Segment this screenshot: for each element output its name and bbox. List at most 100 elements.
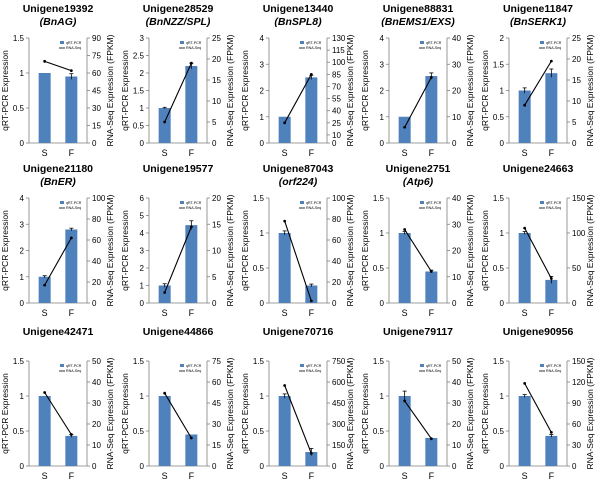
y-tick-label-right: 5 [572, 118, 577, 127]
y-tick-label-left: 1 [20, 69, 25, 78]
x-tick-label: F [429, 308, 435, 318]
y-tick-label-right: 0 [332, 139, 337, 148]
bar-qrt-pcr [185, 434, 198, 466]
x-tick-label: F [549, 148, 555, 158]
x-tick-label: F [69, 471, 75, 481]
x-tick-label: F [309, 148, 315, 158]
x-tick-label: S [402, 471, 408, 481]
y-tick-label-left: 1.5 [373, 357, 385, 366]
y-tick-label-left: 2 [380, 87, 385, 96]
legend-label-line: RNA-Seq [186, 206, 201, 210]
chart-panel: Unigene70716 0 0.5 1 1.5 0 150 300 450 600 750 qRT-… [240, 326, 355, 481]
legend-label-bar: qRT-PCR [306, 201, 322, 205]
y-tick-label-right: 10 [452, 273, 461, 282]
point-rna-seq [549, 59, 553, 63]
x-tick-label: F [69, 308, 75, 318]
legend-label-line: RNA-Seq [426, 369, 441, 373]
bar-qrt-pcr [38, 73, 51, 143]
bar-qrt-pcr [425, 76, 438, 143]
y-tick-label-right: 450 [332, 399, 346, 408]
point-rna-seq [403, 399, 407, 403]
y-tick-label-left: 1 [20, 273, 25, 282]
y-tick-label-left: 3 [260, 60, 265, 69]
y-tick-label-left: 1.5 [253, 194, 265, 203]
y-tick-label-right: 150 [572, 357, 586, 366]
legend-label-bar: qRT-PCR [426, 41, 442, 45]
y-tick-label-right: 70 [332, 82, 341, 91]
y-tick-label-right: 60 [212, 378, 221, 387]
y-tick-label-left: 0.5 [133, 122, 145, 131]
y-tick-label-right: 85 [332, 70, 341, 79]
legend-label-line: RNA-Seq [426, 206, 441, 210]
y-tick-label-right: 15 [572, 76, 581, 85]
y-tick-label-left: 1 [140, 282, 145, 291]
bar-qrt-pcr [305, 285, 318, 303]
y-tick-label-left: 2 [260, 87, 265, 96]
point-rna-seq [43, 391, 47, 394]
y-tick-label-right: 80 [92, 215, 101, 224]
bar-qrt-pcr [545, 279, 558, 303]
y-axis-label-left: qRT-PCR Expression [240, 373, 250, 454]
y-tick-label-right: 20 [452, 247, 461, 256]
y-tick-label-left: 1 [20, 392, 25, 401]
y-tick-label-left: 1 [140, 104, 145, 113]
y-tick-label-left: 0 [20, 299, 25, 308]
bar-qrt-pcr [398, 233, 411, 303]
y-tick-label-right: 25 [572, 34, 581, 43]
legend-label-bar: qRT-PCR [186, 201, 202, 205]
x-tick-label: S [42, 148, 48, 158]
y-tick-label-right: 150 [332, 441, 346, 450]
bar-qrt-pcr [158, 285, 171, 303]
chart-title: Unigene44866 [143, 326, 214, 338]
y-tick-label-right: 40 [452, 378, 461, 387]
legend-label-line: RNA-Seq [306, 369, 321, 373]
y-tick-label-left: 0 [500, 462, 505, 471]
y-tick-label-left: 3 [20, 220, 25, 229]
y-tick-label-right: 0 [92, 139, 97, 148]
legend-swatch-bar [180, 364, 184, 367]
x-tick-label: S [282, 471, 288, 481]
y-tick-label-right: 750 [332, 357, 346, 366]
y-tick-label-right: 30 [452, 60, 461, 69]
legend-label-line: RNA-Seq [306, 206, 321, 210]
legend-label-line: RNA-Seq [66, 206, 81, 210]
bar-qrt-pcr [305, 452, 318, 466]
y-axis-label-right: RNA-Seq Expression (FPKM) [465, 357, 475, 469]
chart-panel: Unigene87043(orf224) 0 0.5 1 1.5 0 20 40 60 80 100… [240, 163, 355, 318]
y-tick-label-right: 30 [212, 420, 221, 429]
legend-label-bar: qRT-PCR [426, 201, 442, 205]
y-axis-label-left: qRT-PCR Expression [480, 50, 490, 131]
y-tick-label-left: 2 [140, 69, 145, 78]
point-rna-seq [283, 384, 287, 387]
y-tick-label-left: 4 [260, 34, 265, 43]
y-tick-label-right: 15 [212, 441, 221, 450]
legend-swatch-bar [60, 201, 64, 204]
y-tick-label-right: 20 [572, 55, 581, 64]
y-tick-label-right: 0 [212, 462, 217, 471]
y-axis-label-right: RNA-Seq Expression (FPKM) [105, 194, 115, 306]
point-rna-seq [309, 452, 313, 455]
y-axis-label-right: RNA-Seq Expression (FPKM) [465, 34, 475, 146]
x-tick-label: S [402, 308, 408, 318]
y-tick-label-right: 50 [92, 357, 101, 366]
y-tick-label-right: 90 [572, 399, 581, 408]
point-rna-seq [523, 226, 527, 230]
legend-label-line: RNA-Seq [186, 46, 201, 50]
legend-swatch-bar [540, 201, 544, 204]
bar-qrt-pcr [278, 233, 291, 303]
y-axis-label-right: RNA-Seq Expression (FPKM) [225, 34, 235, 146]
point-rna-seq [43, 283, 47, 287]
y-axis-label-right: RNA-Seq Expression (FPKM) [225, 194, 235, 306]
legend-swatch-bar [60, 41, 64, 44]
line-rna-seq [164, 226, 192, 293]
y-tick-label-left: 2 [140, 264, 145, 273]
point-rna-seq [309, 72, 313, 76]
chart-title: Unigene11847 [503, 3, 573, 15]
y-tick-label-right: 40 [452, 34, 461, 43]
legend-swatch-bar [180, 201, 184, 204]
point-rna-seq [523, 382, 527, 385]
y-tick-label-left: 1 [380, 392, 385, 401]
y-tick-label-right: 10 [332, 131, 341, 140]
y-tick-label-left: 0 [140, 462, 145, 471]
y-tick-label-right: 0 [92, 462, 97, 471]
